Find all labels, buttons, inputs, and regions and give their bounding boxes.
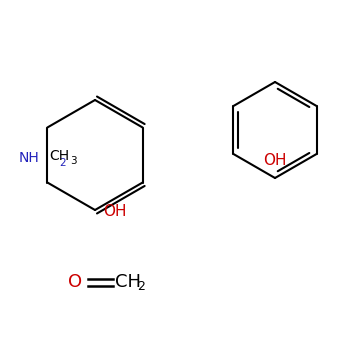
Text: 2: 2 — [137, 280, 145, 294]
Text: 3: 3 — [70, 156, 77, 167]
Text: CH: CH — [49, 148, 70, 162]
Text: CH: CH — [115, 273, 141, 291]
Text: OH: OH — [103, 204, 126, 219]
Text: 2: 2 — [60, 159, 66, 168]
Text: OH: OH — [263, 153, 287, 168]
Text: NH: NH — [19, 150, 39, 164]
Text: O: O — [68, 273, 82, 291]
